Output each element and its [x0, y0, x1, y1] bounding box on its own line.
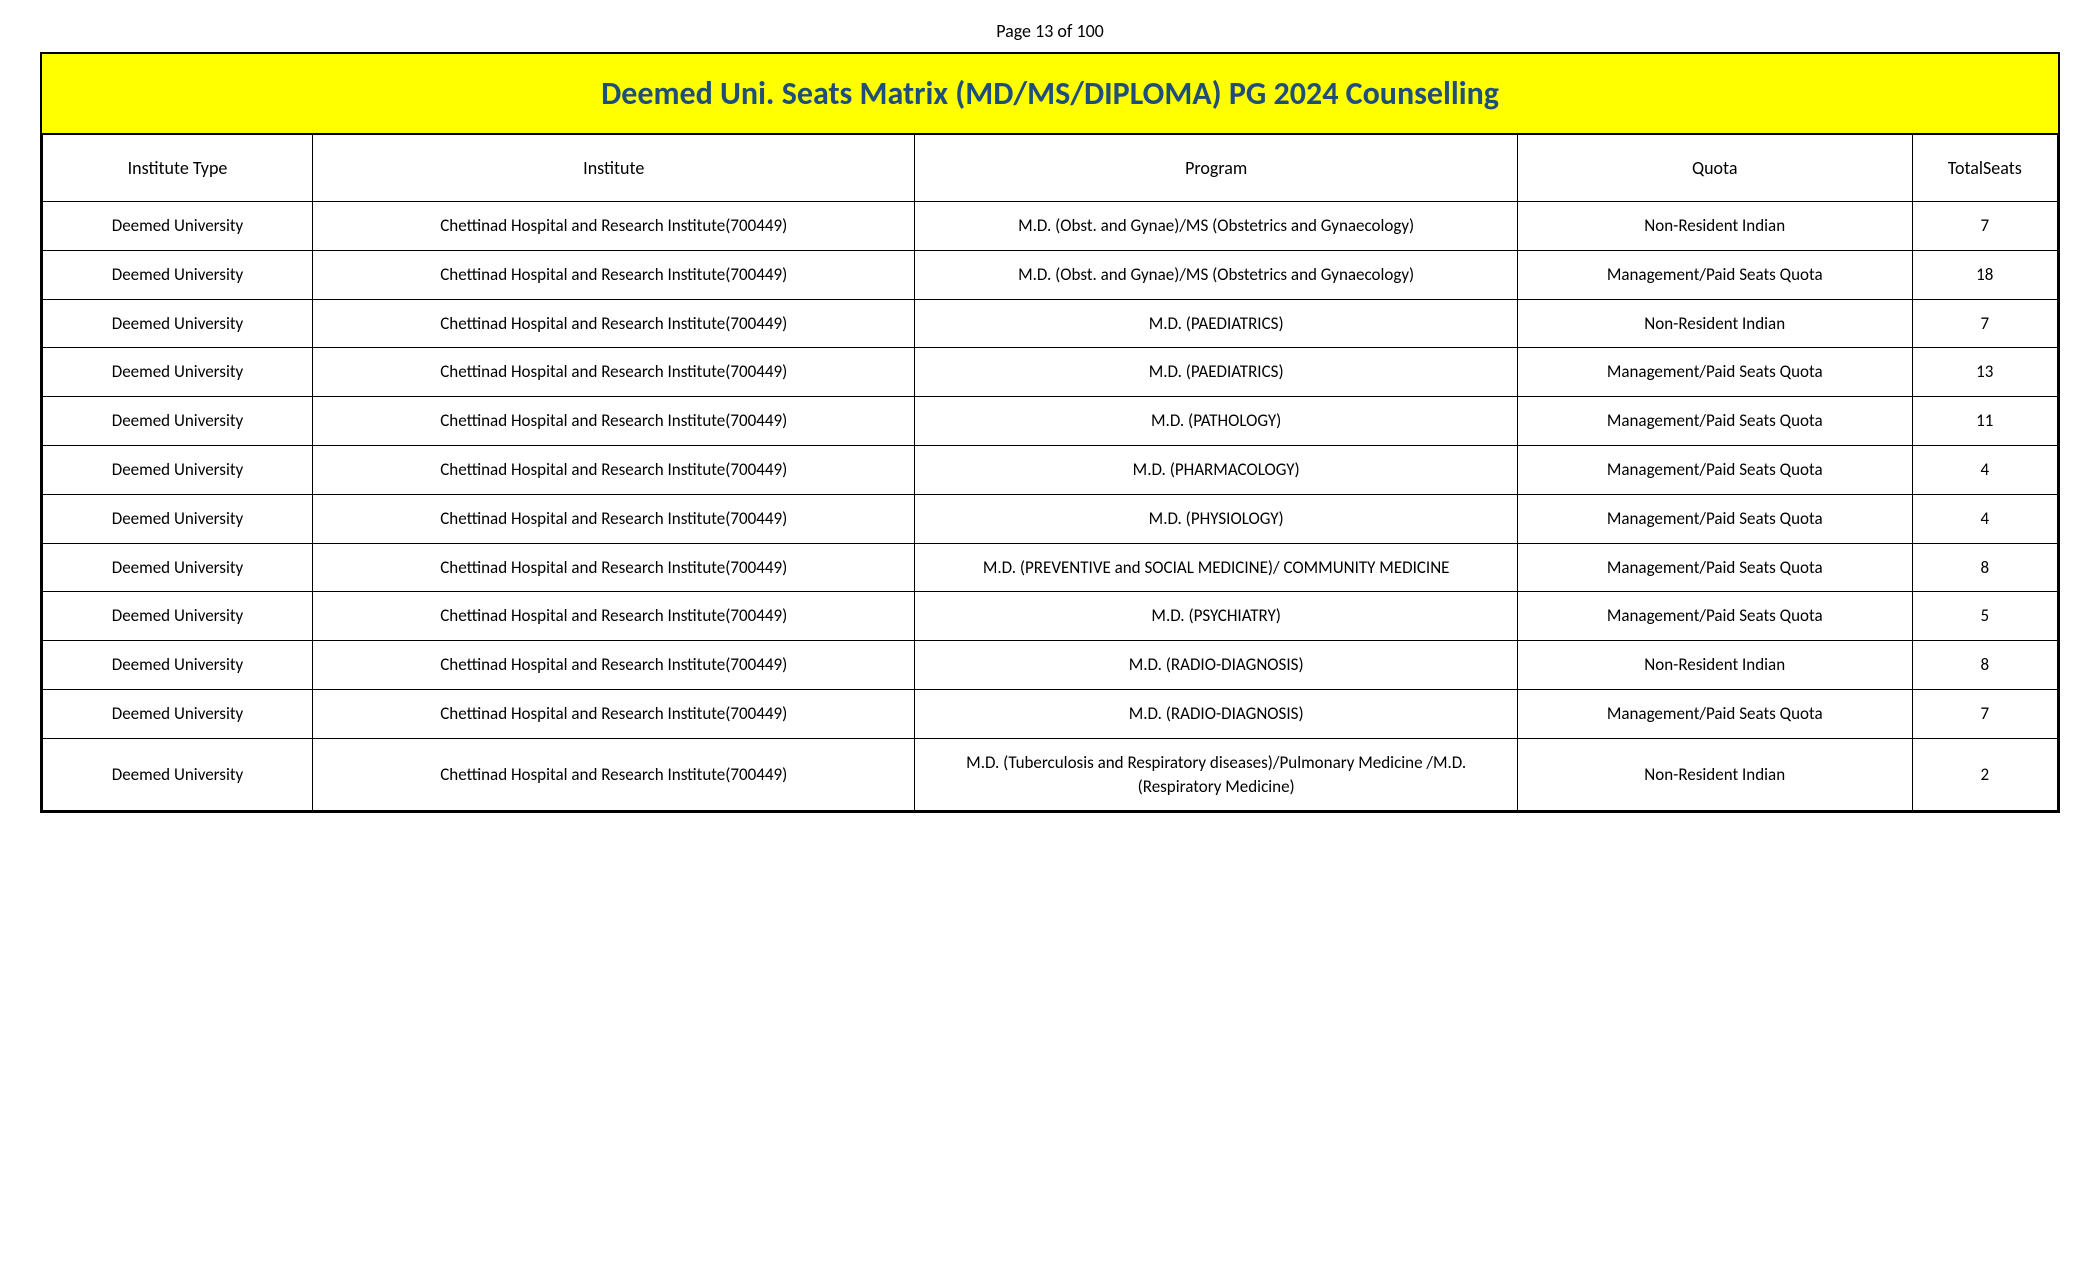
table-row: Deemed UniversityChettinad Hospital and … — [43, 299, 2058, 348]
table-cell: Management/Paid Seats Quota — [1517, 348, 1912, 397]
table-row: Deemed UniversityChettinad Hospital and … — [43, 494, 2058, 543]
table-cell: Chettinad Hospital and Research Institut… — [313, 494, 915, 543]
table-cell: Management/Paid Seats Quota — [1517, 250, 1912, 299]
table-cell: Non-Resident Indian — [1517, 202, 1912, 251]
table-cell: M.D. (Obst. and Gynae)/MS (Obstetrics an… — [915, 250, 1517, 299]
seats-matrix-table: Institute TypeInstituteProgramQuotaTotal… — [42, 134, 2058, 811]
table-cell: 18 — [1912, 250, 2057, 299]
table-cell: Management/Paid Seats Quota — [1517, 543, 1912, 592]
table-cell: Chettinad Hospital and Research Institut… — [313, 397, 915, 446]
table-cell: M.D. (PHYSIOLOGY) — [915, 494, 1517, 543]
table-row: Deemed UniversityChettinad Hospital and … — [43, 738, 2058, 811]
table-cell: Deemed University — [43, 202, 313, 251]
table-cell: M.D. (PAEDIATRICS) — [915, 348, 1517, 397]
column-header: Institute — [313, 135, 915, 202]
column-header: Institute Type — [43, 135, 313, 202]
table-cell: M.D. (PSYCHIATRY) — [915, 592, 1517, 641]
table-cell: Chettinad Hospital and Research Institut… — [313, 641, 915, 690]
table-row: Deemed UniversityChettinad Hospital and … — [43, 397, 2058, 446]
table-cell: Chettinad Hospital and Research Institut… — [313, 543, 915, 592]
table-cell: 4 — [1912, 494, 2057, 543]
table-cell: 7 — [1912, 299, 2057, 348]
table-cell: Deemed University — [43, 738, 313, 811]
table-cell: Chettinad Hospital and Research Institut… — [313, 592, 915, 641]
table-cell: M.D. (PHARMACOLOGY) — [915, 445, 1517, 494]
table-cell: Chettinad Hospital and Research Institut… — [313, 689, 915, 738]
table-cell: Deemed University — [43, 348, 313, 397]
table-cell: M.D. (Obst. and Gynae)/MS (Obstetrics an… — [915, 202, 1517, 251]
page-indicator: Page 13 of 100 — [40, 20, 2060, 42]
table-cell: Deemed University — [43, 445, 313, 494]
table-cell: Non-Resident Indian — [1517, 738, 1912, 811]
table-cell: 5 — [1912, 592, 2057, 641]
table-cell: Deemed University — [43, 543, 313, 592]
table-cell: Chettinad Hospital and Research Institut… — [313, 299, 915, 348]
table-row: Deemed UniversityChettinad Hospital and … — [43, 592, 2058, 641]
table-cell: 7 — [1912, 202, 2057, 251]
table-cell: Non-Resident Indian — [1517, 641, 1912, 690]
table-cell: 8 — [1912, 641, 2057, 690]
column-header: Program — [915, 135, 1517, 202]
column-header: TotalSeats — [1912, 135, 2057, 202]
table-cell: 2 — [1912, 738, 2057, 811]
table-cell: Management/Paid Seats Quota — [1517, 592, 1912, 641]
table-cell: M.D. (Tuberculosis and Respiratory disea… — [915, 738, 1517, 811]
table-header: Institute TypeInstituteProgramQuotaTotal… — [43, 135, 2058, 202]
table-cell: 4 — [1912, 445, 2057, 494]
table-row: Deemed UniversityChettinad Hospital and … — [43, 202, 2058, 251]
table-cell: Chettinad Hospital and Research Institut… — [313, 202, 915, 251]
table-cell: Non-Resident Indian — [1517, 299, 1912, 348]
table-cell: Deemed University — [43, 641, 313, 690]
table-cell: 13 — [1912, 348, 2057, 397]
table-cell: Deemed University — [43, 250, 313, 299]
table-row: Deemed UniversityChettinad Hospital and … — [43, 641, 2058, 690]
table-cell: Chettinad Hospital and Research Institut… — [313, 445, 915, 494]
table-cell: Management/Paid Seats Quota — [1517, 445, 1912, 494]
table-cell: 7 — [1912, 689, 2057, 738]
table-cell: M.D. (PATHOLOGY) — [915, 397, 1517, 446]
table-cell: Chettinad Hospital and Research Institut… — [313, 348, 915, 397]
table-cell: 8 — [1912, 543, 2057, 592]
table-cell: Deemed University — [43, 494, 313, 543]
table-row: Deemed UniversityChettinad Hospital and … — [43, 543, 2058, 592]
table-container: Deemed Uni. Seats Matrix (MD/MS/DIPLOMA)… — [40, 52, 2060, 813]
table-row: Deemed UniversityChettinad Hospital and … — [43, 250, 2058, 299]
table-cell: M.D. (RADIO-DIAGNOSIS) — [915, 641, 1517, 690]
table-cell: 11 — [1912, 397, 2057, 446]
table-cell: Management/Paid Seats Quota — [1517, 494, 1912, 543]
table-cell: Deemed University — [43, 689, 313, 738]
table-cell: Management/Paid Seats Quota — [1517, 397, 1912, 446]
table-cell: M.D. (PREVENTIVE and SOCIAL MEDICINE)/ C… — [915, 543, 1517, 592]
column-header: Quota — [1517, 135, 1912, 202]
table-cell: Chettinad Hospital and Research Institut… — [313, 250, 915, 299]
title-banner: Deemed Uni. Seats Matrix (MD/MS/DIPLOMA)… — [42, 54, 2058, 134]
table-body: Deemed UniversityChettinad Hospital and … — [43, 202, 2058, 811]
table-cell: Management/Paid Seats Quota — [1517, 689, 1912, 738]
table-row: Deemed UniversityChettinad Hospital and … — [43, 348, 2058, 397]
table-cell: Deemed University — [43, 299, 313, 348]
table-cell: M.D. (RADIO-DIAGNOSIS) — [915, 689, 1517, 738]
table-cell: Deemed University — [43, 397, 313, 446]
table-cell: Chettinad Hospital and Research Institut… — [313, 738, 915, 811]
table-cell: M.D. (PAEDIATRICS) — [915, 299, 1517, 348]
table-cell: Deemed University — [43, 592, 313, 641]
table-row: Deemed UniversityChettinad Hospital and … — [43, 689, 2058, 738]
table-row: Deemed UniversityChettinad Hospital and … — [43, 445, 2058, 494]
